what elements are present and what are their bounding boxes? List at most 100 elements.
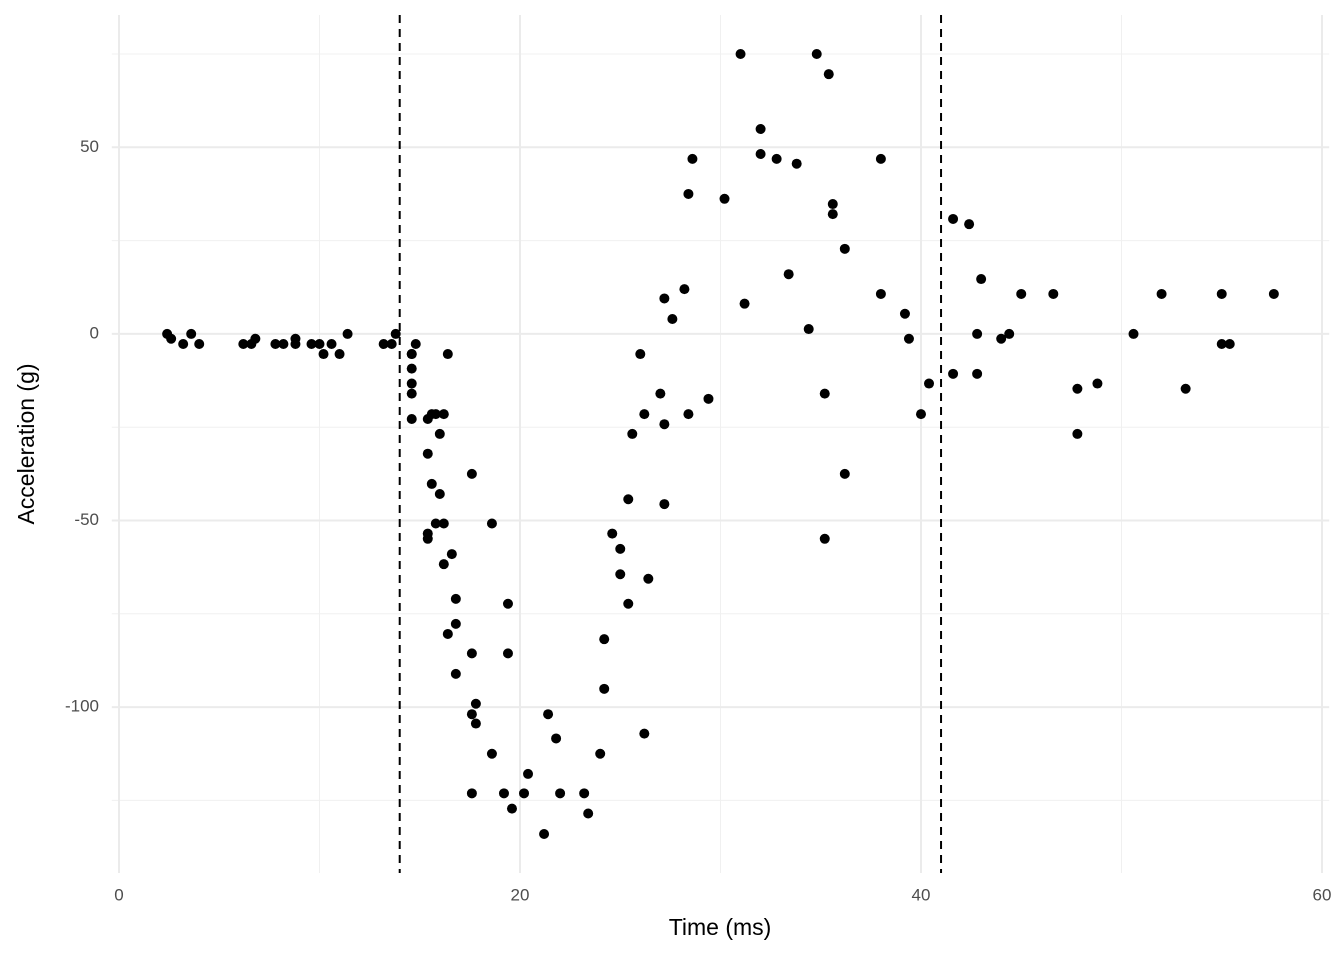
point	[659, 419, 670, 430]
point	[539, 829, 550, 839]
point	[438, 518, 449, 529]
point	[623, 494, 634, 505]
grid	[111, 15, 1330, 873]
point	[639, 728, 650, 739]
point	[964, 219, 975, 230]
x-tick-label: 0	[114, 885, 123, 904]
point	[430, 409, 441, 420]
point	[450, 668, 461, 679]
point	[755, 149, 766, 160]
point	[1092, 378, 1103, 389]
x-tick-label: 60	[1313, 885, 1332, 904]
y-tick-label: -50	[74, 510, 99, 529]
point	[442, 349, 453, 360]
point	[434, 428, 445, 439]
point	[683, 188, 694, 199]
point	[827, 199, 838, 210]
point	[627, 428, 638, 439]
point	[924, 378, 935, 389]
point	[1180, 383, 1191, 394]
point	[426, 478, 437, 489]
point	[502, 648, 513, 659]
point	[1004, 328, 1015, 339]
point	[519, 788, 530, 799]
point	[635, 349, 646, 360]
point	[579, 788, 590, 799]
point	[791, 158, 802, 169]
point	[803, 324, 814, 335]
point	[410, 338, 421, 349]
point	[290, 338, 301, 349]
point	[502, 598, 513, 609]
point	[783, 269, 794, 280]
point	[1268, 288, 1279, 299]
point	[326, 338, 337, 349]
point	[466, 709, 477, 720]
point	[659, 499, 670, 510]
point	[486, 518, 497, 529]
point	[406, 363, 417, 374]
point	[1016, 288, 1027, 299]
point	[599, 683, 610, 694]
point	[595, 748, 606, 759]
point	[438, 559, 449, 570]
point	[450, 593, 461, 604]
point	[739, 298, 750, 309]
point	[186, 328, 197, 339]
point	[486, 748, 497, 759]
point	[406, 349, 417, 360]
point	[667, 313, 678, 324]
point	[390, 328, 401, 339]
point	[915, 409, 926, 420]
point	[771, 153, 782, 164]
x-tick-label: 40	[912, 885, 931, 904]
point	[551, 733, 562, 744]
point	[1216, 288, 1227, 299]
point	[679, 284, 690, 295]
point	[1048, 288, 1059, 299]
point	[406, 388, 417, 399]
point	[422, 533, 433, 544]
point	[466, 648, 477, 659]
point	[314, 338, 325, 349]
point	[615, 543, 626, 554]
point	[342, 328, 353, 339]
point	[334, 349, 345, 360]
point	[1156, 288, 1167, 299]
point	[703, 393, 714, 404]
point	[438, 409, 449, 420]
point	[823, 69, 834, 80]
point	[643, 573, 654, 584]
point	[306, 338, 317, 349]
point	[178, 338, 189, 349]
y-tick-label: 50	[80, 137, 99, 156]
point	[498, 788, 509, 799]
point	[948, 213, 959, 224]
point	[875, 288, 886, 299]
point	[819, 533, 830, 544]
point	[250, 333, 261, 344]
point	[903, 333, 914, 344]
point	[406, 378, 417, 389]
point	[194, 338, 205, 349]
point	[615, 569, 626, 580]
marks	[162, 15, 1279, 873]
point	[1224, 338, 1235, 349]
point	[1072, 383, 1083, 394]
y-axis-title: Acceleration (g)	[13, 363, 39, 524]
point	[735, 49, 746, 59]
point	[583, 808, 594, 819]
point	[446, 549, 457, 560]
point	[719, 193, 730, 204]
point	[166, 333, 177, 344]
point	[639, 409, 650, 420]
point	[386, 338, 397, 349]
point	[972, 328, 983, 339]
point	[430, 518, 441, 529]
point	[278, 338, 289, 349]
point	[1216, 338, 1227, 349]
point	[607, 528, 618, 539]
point	[543, 709, 554, 720]
point	[422, 448, 433, 459]
